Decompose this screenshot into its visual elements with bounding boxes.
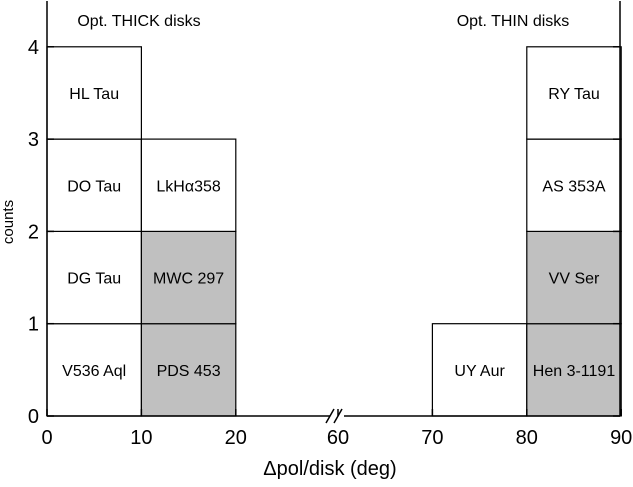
bars-layer: V536 Aql DG Tau DO Tau HL Tau PDS 453 MWC 297… (46, 46, 622, 417)
histogram-box (526, 46, 622, 140)
box-object-label: LkHα358 (156, 178, 221, 195)
y-tick-label: 0 (28, 406, 39, 428)
box-object-label: AS 353A (542, 178, 605, 195)
histogram-box (526, 230, 622, 325)
histogram-box (140, 323, 237, 417)
histogram-box (46, 46, 143, 140)
histogram-box (431, 323, 528, 417)
x-tick-label: 0 (41, 427, 52, 449)
box-object-label: HL Tau (69, 86, 119, 103)
x-tick-label: 60 (327, 427, 349, 449)
x-tick-label: 80 (516, 427, 538, 449)
box-object-label: Hen 3-1191 (533, 363, 616, 380)
box-object-label: PDS 453 (157, 363, 221, 380)
axes-layer (46, 1, 621, 424)
y-tick-label: 1 (28, 314, 39, 336)
y-tick-label: 3 (28, 129, 39, 151)
y-tick-label: 4 (28, 37, 39, 59)
thin-disks-annotation: Opt. THIN disks (457, 13, 570, 30)
histogram-box (140, 230, 237, 325)
histogram-box (46, 230, 143, 325)
x-tick-label: 90 (610, 427, 632, 449)
box-object-label: DO Tau (67, 178, 121, 195)
y-axis-title: counts (0, 200, 17, 244)
y-tick-label: 2 (28, 221, 39, 243)
x-tick-label: 70 (421, 427, 443, 449)
thick-disks-annotation: Opt. THICK disks (77, 13, 200, 30)
histogram-box (526, 138, 622, 233)
box-object-label: RY Tau (548, 86, 600, 103)
x-tick-label: 10 (130, 427, 152, 449)
box-object-label: MWC 297 (153, 271, 224, 288)
ticks-layer: 0 1 2 3 4 0 10 20 60 70 80 90 (28, 37, 632, 449)
box-object-label: VV Ser (549, 271, 600, 288)
axis-break-mark (325, 408, 335, 424)
box-object-label: DG Tau (67, 271, 121, 288)
x-tick-label: 20 (225, 427, 247, 449)
box-object-label: V536 Aql (62, 363, 126, 380)
histogram-box (140, 138, 237, 233)
x-axis-title: Δpol/disk (deg) (263, 458, 396, 480)
box-object-label: UY Aur (454, 363, 505, 380)
histogram-box (46, 323, 143, 417)
